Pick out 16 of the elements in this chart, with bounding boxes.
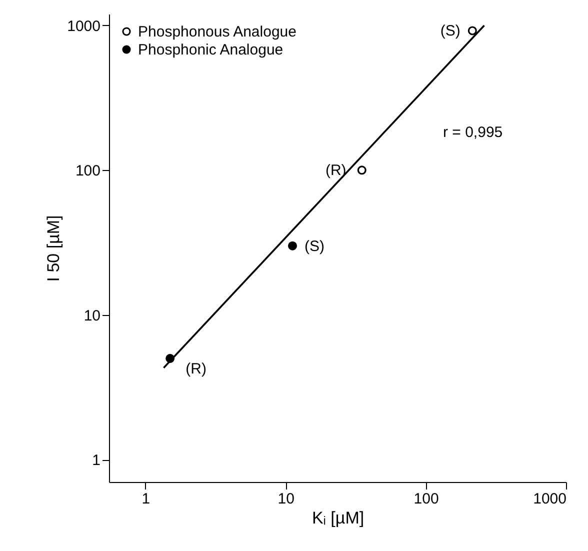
y-tick-label: 1 — [92, 452, 100, 470]
annotation: (R) — [186, 360, 207, 378]
legend-label: Phosphonous Analogue — [138, 24, 296, 40]
x-axis-title: Kᵢ [µM] — [312, 508, 364, 528]
x-tick-label: 1000 — [533, 490, 566, 508]
annotation: r = 0,995 — [443, 124, 503, 141]
annotation: (S) — [440, 22, 460, 40]
y-axis-title: I 50 [µM] — [44, 215, 64, 282]
x-tick-label: 100 — [414, 490, 439, 508]
y-tick-label: 1000 — [67, 18, 100, 35]
legend-label: Phosphonic Analogue — [138, 42, 284, 58]
y-tick-label: 100 — [75, 162, 100, 180]
x-tick-label: 10 — [278, 490, 294, 508]
annotation: (S) — [304, 238, 324, 255]
x-tick-label: 1 — [142, 490, 150, 508]
y-tick-label: 10 — [84, 307, 100, 324]
